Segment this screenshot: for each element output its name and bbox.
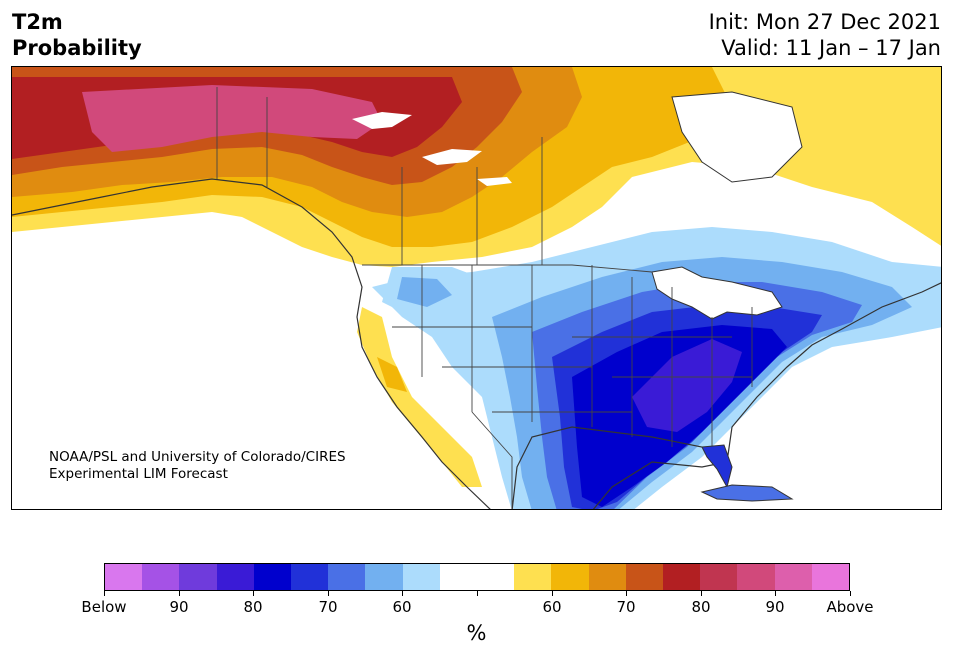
colorbar-segment xyxy=(179,564,217,590)
colorbar xyxy=(104,563,850,591)
colorbar-tick xyxy=(477,591,478,596)
valid-date: Valid: 11 Jan – 17 Jan xyxy=(721,36,941,60)
credit-line-2: Experimental LIM Forecast xyxy=(49,466,228,482)
forecast-dates: Init: Mon 27 Dec 2021 Valid: 11 Jan – 17… xyxy=(709,9,941,61)
init-date: Init: Mon 27 Dec 2021 xyxy=(708,10,941,34)
title-line-2: Probability xyxy=(12,36,142,60)
colorbar-tick xyxy=(328,591,329,596)
colorbar-tick-label: Above xyxy=(826,598,874,616)
gulf-coast xyxy=(511,426,723,509)
colorbar-segment xyxy=(663,564,701,590)
lake-winnipeg xyxy=(477,177,512,186)
colorbar-segment xyxy=(142,564,180,590)
colorbar-tick xyxy=(179,591,180,596)
colorbar-tick-label: 60 xyxy=(542,598,562,616)
probability-map xyxy=(12,67,941,509)
colorbar-segment xyxy=(700,564,738,590)
coastline xyxy=(12,178,491,509)
colorbar-segment xyxy=(328,564,366,590)
colorbar-tick-label: 80 xyxy=(243,598,263,616)
colorbar-labels: Below 90 80 70 60 60 70 80 90 Above xyxy=(0,598,953,618)
colorbar-segment xyxy=(774,564,812,590)
map-panel xyxy=(11,66,942,510)
colorbar-tick xyxy=(253,591,254,596)
credit-line-1: NOAA/PSL and University of Colorado/CIRE… xyxy=(49,449,346,465)
colorbar-tick xyxy=(850,591,851,596)
colorbar-tick xyxy=(552,591,553,596)
colorbar-segment xyxy=(365,564,403,590)
title-line-1: T2m xyxy=(12,10,63,34)
colorbar-segment xyxy=(253,564,292,590)
political-borders xyxy=(216,87,753,509)
colorbar-tick-label: 80 xyxy=(691,598,711,616)
colorbar-tick xyxy=(104,591,105,596)
colorbar-tick-label: 70 xyxy=(616,598,636,616)
colorbar-unit: % xyxy=(466,621,487,645)
credit-text: NOAA/PSL and University of Colorado/CIRE… xyxy=(49,449,346,483)
colorbar-segment xyxy=(588,564,626,590)
colorbar-segment xyxy=(625,564,664,590)
colorbar-segment xyxy=(216,564,254,590)
region-southwest-above-60 xyxy=(357,307,482,487)
colorbar-tick-label: Below xyxy=(81,598,127,616)
colorbar-tick-label: 70 xyxy=(318,598,338,616)
colorbar-segment xyxy=(402,564,440,590)
colorbar-tick-label: 90 xyxy=(765,598,785,616)
region-above-95 xyxy=(82,85,382,152)
region-southwest-above-70 xyxy=(377,357,407,392)
region-west-below-70 xyxy=(397,277,452,307)
colorbar-tick-label: 90 xyxy=(169,598,189,616)
coastline-east xyxy=(592,282,941,509)
hudson-bay xyxy=(671,91,803,183)
colorbar-segment xyxy=(811,564,850,590)
cuba xyxy=(700,484,794,502)
colorbar-segment xyxy=(514,564,552,590)
colorbar-segment xyxy=(477,564,515,590)
great-slave-lake xyxy=(422,149,482,165)
colorbar-segment xyxy=(737,564,775,590)
colorbar-tick xyxy=(701,591,702,596)
great-bear-lake xyxy=(352,112,412,129)
region-below-95 xyxy=(632,339,742,432)
colorbar-segment xyxy=(105,564,143,590)
colorbar-tick xyxy=(402,591,403,596)
colorbar-tick xyxy=(775,591,776,596)
colorbar-segment xyxy=(439,564,478,590)
colorbar-tick-label: 60 xyxy=(392,598,412,616)
colorbar-tick xyxy=(626,591,627,596)
colorbar-segment xyxy=(551,564,589,590)
figure-title: T2m Probability xyxy=(12,9,142,61)
colorbar-segment xyxy=(291,564,329,590)
